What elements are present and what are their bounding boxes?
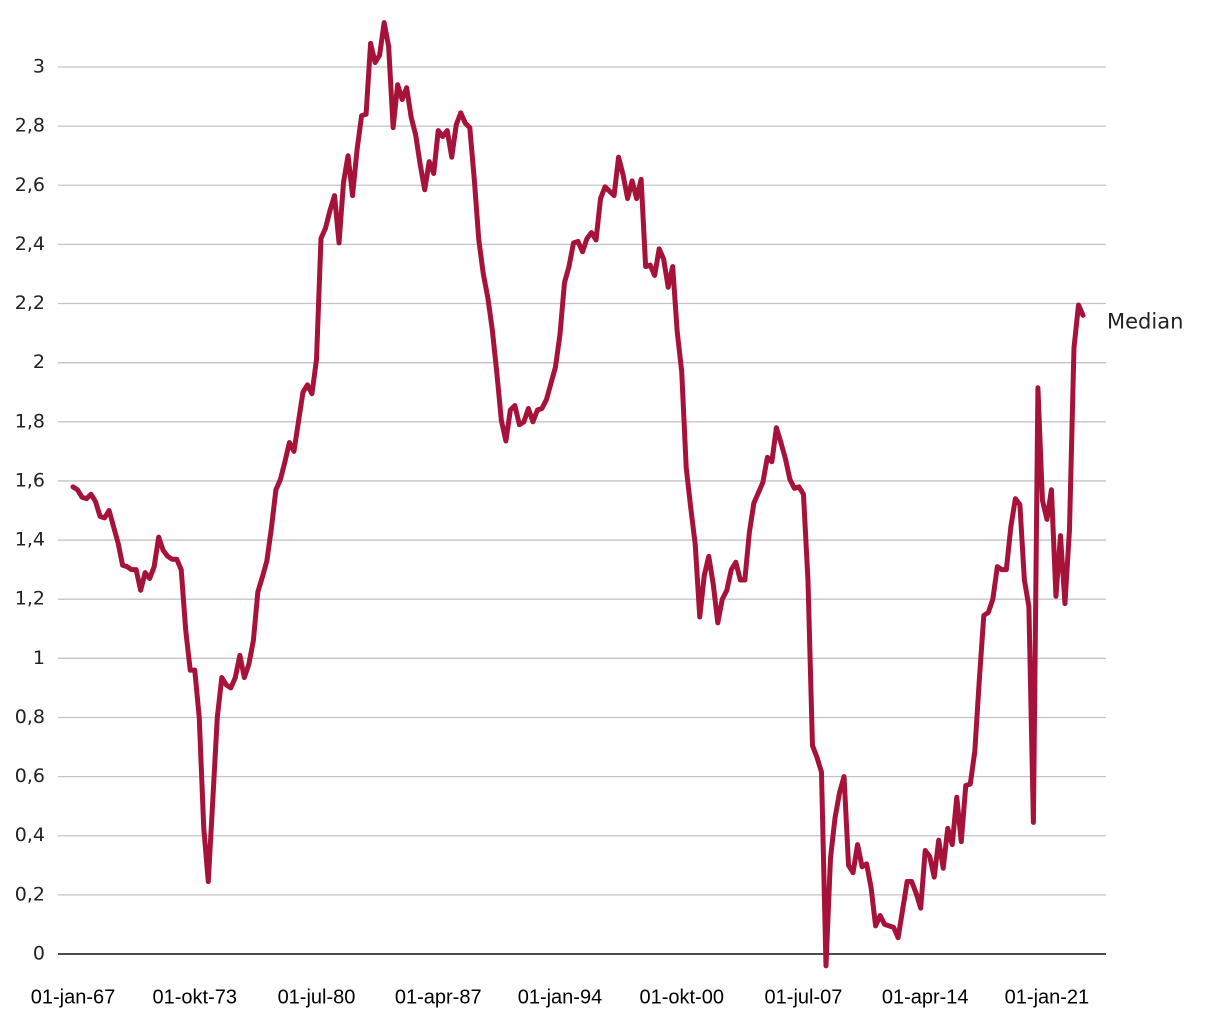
x-tick-label: 01-jan-94 (518, 986, 603, 1008)
y-tick-label: 0 (33, 943, 45, 965)
y-tick-label: 1 (33, 647, 45, 669)
data-line (70, 20, 1086, 969)
y-tick-label: 0,2 (15, 883, 45, 905)
x-tick-label: 01-apr-14 (882, 986, 969, 1008)
series-label: Median (1107, 309, 1183, 333)
y-tick-label: 0,8 (15, 706, 45, 728)
y-tick-label: 2,2 (15, 292, 45, 314)
x-tick-label: 01-apr-87 (395, 986, 482, 1008)
y-tick-label: 0,6 (15, 765, 45, 787)
y-tick-label: 1,8 (15, 410, 45, 432)
x-tick-label: 01-jul-07 (765, 986, 843, 1008)
y-tick-label: 0,4 (15, 824, 45, 846)
y-tick-label: 2,8 (15, 115, 45, 137)
y-tick-label: 2,4 (15, 233, 45, 255)
x-tick-label: 01-okt-00 (639, 986, 724, 1008)
y-tick-label: 1,4 (15, 529, 45, 551)
x-tick-label: 01-okt-73 (152, 986, 237, 1008)
y-tick-label: 1,2 (15, 588, 45, 610)
y-tick-label: 1,6 (15, 469, 45, 491)
x-tick-label: 01-jul-80 (278, 986, 356, 1008)
y-tick-label: 2 (33, 351, 45, 373)
y-tick-label: 3 (33, 56, 45, 78)
y-tick-label: 2,6 (15, 174, 45, 196)
x-tick-label: 01-jan-67 (31, 986, 116, 1008)
x-tick-label: 01-jan-21 (1005, 986, 1090, 1008)
